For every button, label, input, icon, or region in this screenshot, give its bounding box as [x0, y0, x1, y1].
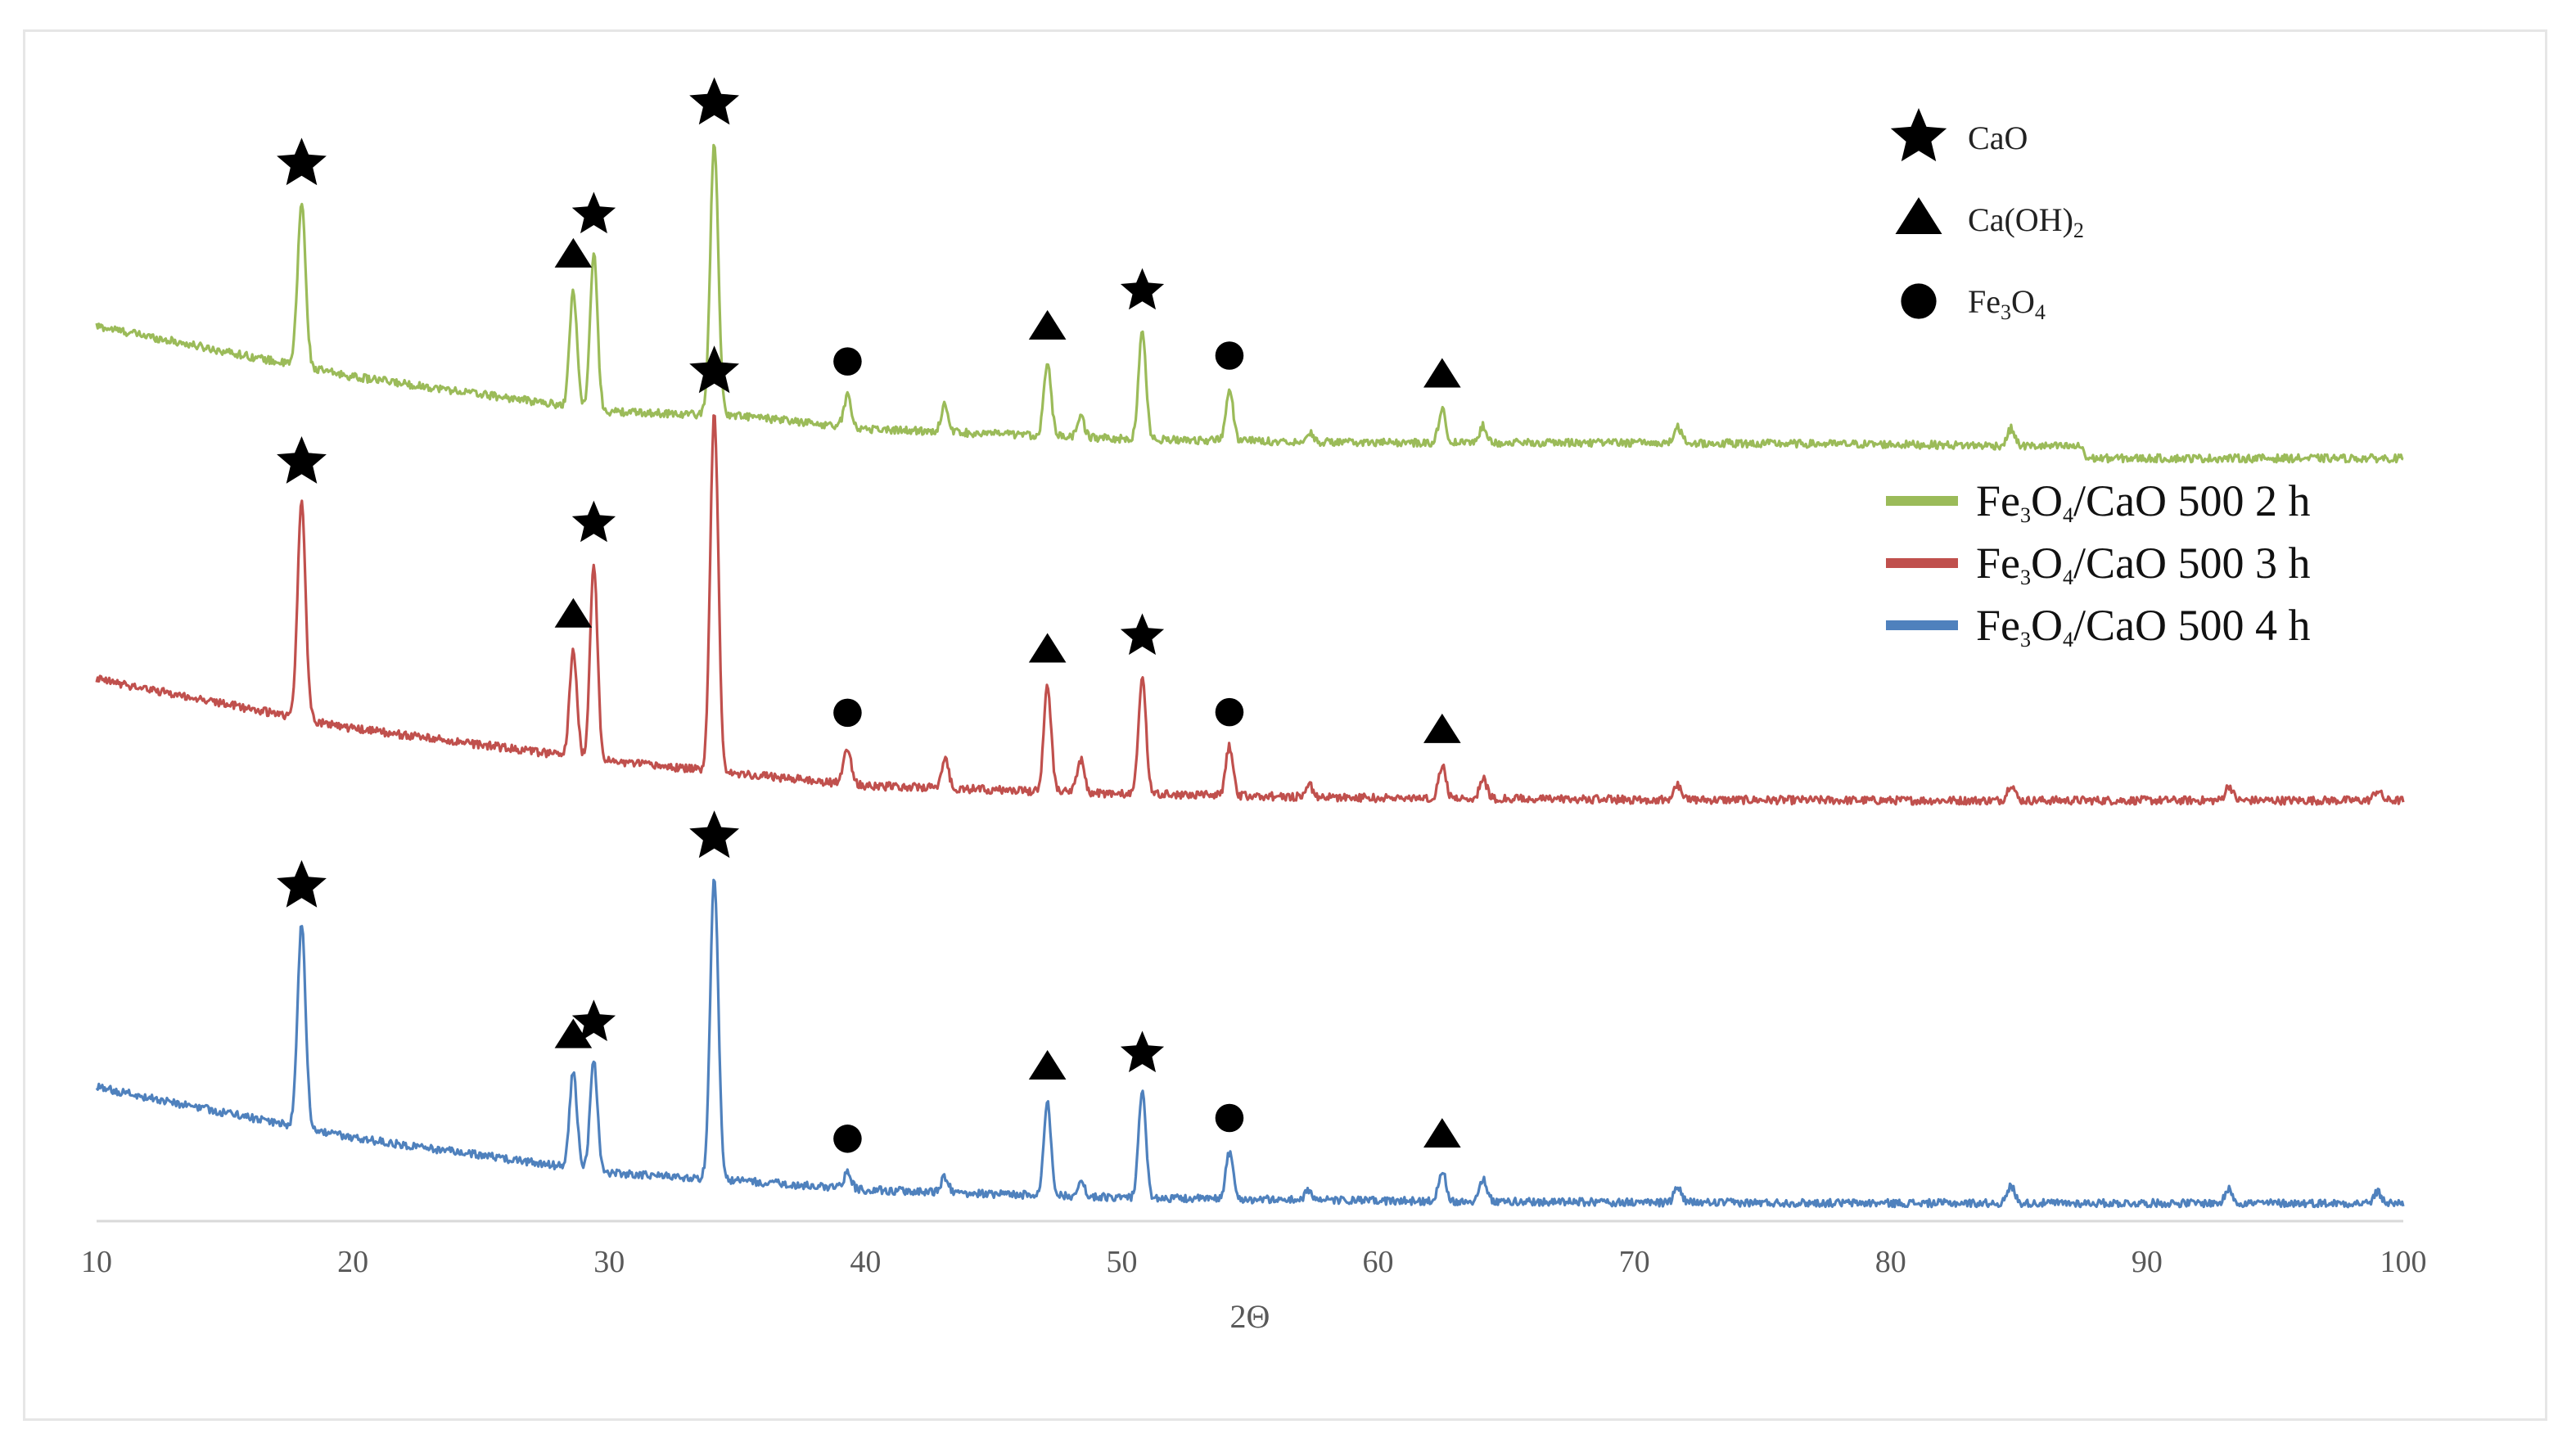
x-tick-label-20: 20: [337, 1245, 368, 1279]
phase-legend-label-3: Fe3O4: [1968, 283, 2046, 324]
peak-marker-star-s3-18: [277, 859, 327, 908]
peak-marker-triangle-s1-1: [554, 237, 593, 268]
series-layer: [95, 143, 2405, 1209]
x-tick-label-80: 80: [1875, 1245, 1906, 1279]
peak-marker-star-s3-20: [571, 999, 616, 1042]
x-tick-label-30: 30: [593, 1245, 625, 1279]
peak-marker-triangle-s2-14: [1028, 633, 1067, 663]
x-tick-label-50: 50: [1106, 1245, 1137, 1279]
peak-marker-triangle-s2-17: [1423, 713, 1461, 743]
x-tick-labels: 10 20 30 40 50 60 70 80 90 100: [81, 1245, 2427, 1279]
phase-legend-star-icon: [1890, 108, 1947, 162]
peak-marker-star-s2-12: [689, 345, 739, 394]
peak-marker-circle-s2-16: [1215, 697, 1244, 727]
x-tick-label-10: 10: [81, 1245, 112, 1279]
peak-marker-triangle-s3-19: [554, 1018, 593, 1048]
peak-marker-triangle-s1-8: [1423, 358, 1461, 388]
peak-marker-star-s1-6: [1120, 268, 1165, 310]
x-tick-label-40: 40: [850, 1245, 881, 1279]
peak-marker-star-s1-3: [689, 77, 739, 125]
legend-label-2: Fe3O4/CaO 500 3 h: [1976, 539, 2311, 589]
phase-legend-label-1: CaO: [1968, 119, 2028, 156]
series-line-1: [95, 143, 2404, 464]
x-tick-label-90: 90: [2132, 1245, 2163, 1279]
x-tick-label-70: 70: [1619, 1245, 1650, 1279]
peak-marker-star-s2-11: [571, 500, 616, 543]
peak-marker-star-s3-21: [689, 810, 739, 859]
series-line-3: [95, 878, 2405, 1209]
peak-marker-triangle-s3-26: [1423, 1118, 1461, 1148]
x-tick-label-60: 60: [1363, 1245, 1394, 1279]
peak-marker-triangle-s3-23: [1028, 1050, 1067, 1080]
peak-marker-star-s2-9: [277, 436, 327, 484]
peak-marker-circle-s2-13: [833, 698, 862, 728]
series-legend: Fe3O4/CaO 500 2 h Fe3O4/CaO 500 3 h Fe3O4/…: [1886, 476, 2311, 651]
phase-legend-circle-icon: [1901, 283, 1937, 319]
phase-legend-label-2: Ca(OH)2: [1968, 201, 2084, 242]
x-axis-label: 2Θ: [1230, 1298, 1270, 1335]
peak-marker-triangle-s1-5: [1028, 309, 1067, 340]
annotation-layer: [277, 77, 1461, 1153]
phase-marker-legend: CaO Ca(OH)2 Fe3O4: [1890, 108, 2084, 324]
legend-label-3: Fe3O4/CaO 500 4 h: [1976, 601, 2311, 651]
x-tick-label-100: 100: [2380, 1245, 2427, 1279]
peak-marker-circle-s3-25: [1215, 1103, 1244, 1133]
series-line-2: [95, 414, 2405, 806]
peak-marker-star-s2-15: [1120, 613, 1165, 656]
peak-marker-star-s3-24: [1120, 1030, 1165, 1073]
legend-label-1: Fe3O4/CaO 500 2 h: [1976, 476, 2311, 527]
peak-marker-star-s1-2: [571, 192, 616, 234]
peak-marker-circle-s1-4: [833, 347, 862, 376]
peak-marker-star-s1-0: [277, 137, 327, 186]
chart-frame: [23, 29, 2547, 1421]
peak-marker-circle-s3-22: [833, 1125, 862, 1153]
peak-marker-triangle-s2-10: [554, 597, 593, 628]
phase-legend-triangle-icon: [1895, 197, 1942, 234]
peak-marker-circle-s1-7: [1215, 341, 1244, 370]
